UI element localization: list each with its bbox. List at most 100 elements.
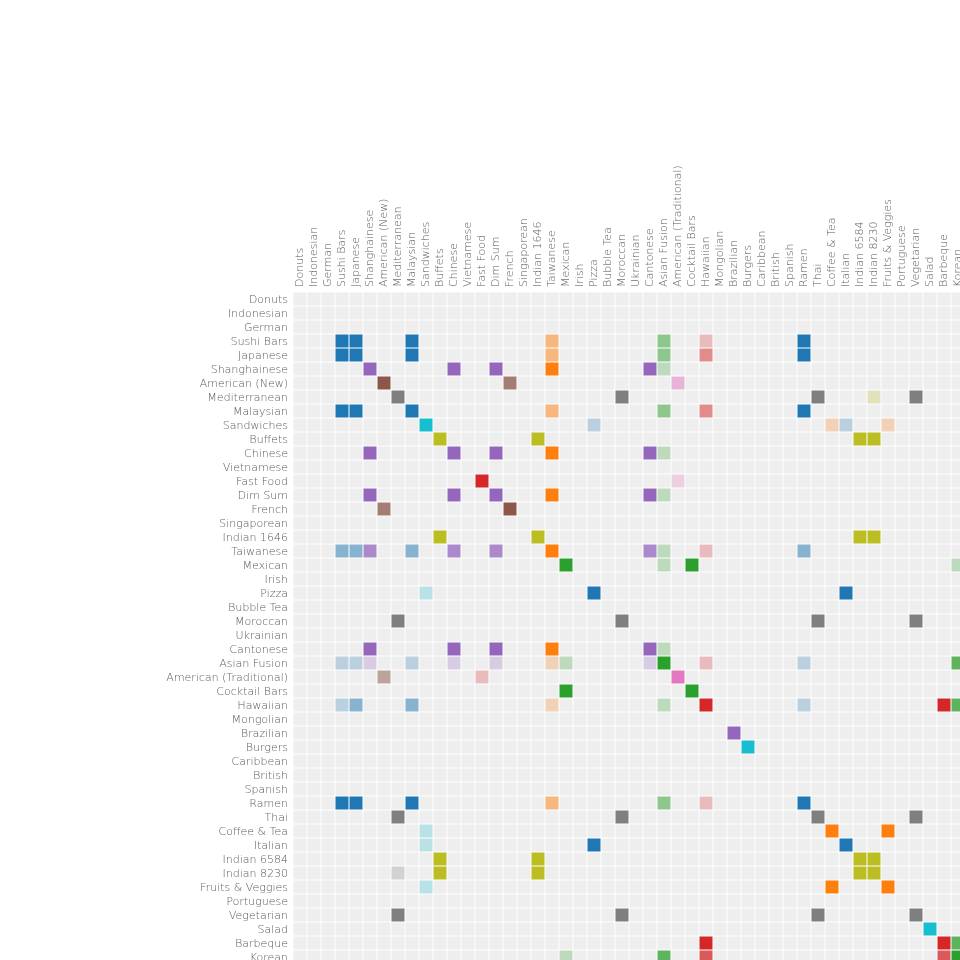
- row-label: Indian 8230: [223, 867, 288, 880]
- matrix-cell: [545, 348, 559, 362]
- column-label: Caribbean: [755, 231, 768, 287]
- matrix-cell: [657, 488, 671, 502]
- matrix-cell: [699, 936, 713, 950]
- matrix-cell: [545, 698, 559, 712]
- matrix-cell: [797, 698, 811, 712]
- matrix-cell: [405, 348, 419, 362]
- column-label: Shanghainese: [363, 210, 376, 287]
- column-label: Malaysian: [405, 232, 418, 287]
- matrix-cell: [363, 656, 377, 670]
- matrix-cell: [797, 796, 811, 810]
- column-label: Ukrainian: [629, 235, 642, 287]
- matrix-cell: [643, 446, 657, 460]
- column-label: Indonesian: [307, 227, 320, 287]
- matrix-cell: [405, 656, 419, 670]
- matrix-cell: [363, 362, 377, 376]
- matrix-cell: [671, 474, 685, 488]
- matrix-cell: [951, 936, 960, 950]
- matrix-cell: [643, 544, 657, 558]
- matrix-cell: [503, 502, 517, 516]
- row-label: Fruits & Veggies: [200, 881, 288, 894]
- matrix-cell: [419, 880, 433, 894]
- matrix-cell: [615, 810, 629, 824]
- column-label: Bubble Tea: [601, 227, 614, 287]
- matrix-cell: [559, 684, 573, 698]
- matrix-cell: [503, 376, 517, 390]
- column-label: Donuts: [293, 248, 306, 287]
- matrix-cell: [545, 362, 559, 376]
- matrix-cell: [657, 642, 671, 656]
- matrix-cell: [363, 544, 377, 558]
- matrix-cell: [405, 404, 419, 418]
- matrix-cell: [545, 488, 559, 502]
- matrix-cell: [643, 362, 657, 376]
- row-label: British: [253, 769, 288, 782]
- row-label: Dim Sum: [238, 489, 288, 502]
- row-label: Irish: [264, 573, 288, 586]
- matrix-cell: [881, 824, 895, 838]
- matrix-cell: [937, 950, 951, 960]
- matrix-cell: [853, 432, 867, 446]
- matrix-cell: [335, 796, 349, 810]
- matrix-cell: [853, 866, 867, 880]
- matrix-cell: [559, 950, 573, 960]
- row-label: German: [244, 321, 288, 334]
- column-label: Japanese: [349, 237, 362, 287]
- row-label: Indian 6584: [223, 853, 288, 866]
- matrix-cell: [349, 544, 363, 558]
- column-label: Fast Food: [475, 235, 488, 287]
- matrix-cell: [881, 418, 895, 432]
- matrix-cell: [797, 404, 811, 418]
- column-label: American (Traditional): [671, 165, 684, 287]
- matrix-cell: [839, 586, 853, 600]
- matrix-cell: [699, 698, 713, 712]
- matrix-cell: [811, 614, 825, 628]
- column-label: German: [321, 243, 334, 287]
- matrix-cell: [699, 656, 713, 670]
- matrix-cell: [545, 404, 559, 418]
- matrix-cell: [811, 908, 825, 922]
- column-label: Sandwiches: [419, 222, 432, 287]
- matrix-cell: [335, 656, 349, 670]
- matrix-cell: [909, 390, 923, 404]
- matrix-cell: [587, 586, 601, 600]
- matrix-cell: [797, 348, 811, 362]
- matrix-cell: [377, 502, 391, 516]
- matrix-cell: [825, 880, 839, 894]
- column-label: Vegetarian: [909, 228, 922, 287]
- row-label: Indian 1646: [223, 531, 288, 544]
- matrix-cell: [335, 334, 349, 348]
- matrix-cell: [657, 334, 671, 348]
- row-label: Singaporean: [219, 517, 288, 530]
- matrix-cell: [531, 432, 545, 446]
- matrix-cell: [545, 544, 559, 558]
- matrix-cell: [937, 936, 951, 950]
- matrix-cell: [335, 348, 349, 362]
- matrix-cell: [699, 950, 713, 960]
- matrix-cell: [867, 866, 881, 880]
- row-label: Shanghainese: [211, 363, 288, 376]
- matrix-cell: [349, 656, 363, 670]
- matrix-cell: [405, 544, 419, 558]
- matrix-cell: [909, 810, 923, 824]
- matrix-cell: [951, 950, 960, 960]
- matrix-cell: [657, 698, 671, 712]
- matrix-cell: [531, 866, 545, 880]
- matrix-cell: [825, 824, 839, 838]
- row-label: Thai: [265, 811, 289, 824]
- column-label: Pizza: [587, 259, 600, 287]
- matrix-cell: [531, 852, 545, 866]
- row-label: Chinese: [244, 447, 288, 460]
- column-label: Cocktail Bars: [685, 215, 698, 287]
- matrix-cell: [657, 796, 671, 810]
- column-label: British: [769, 252, 782, 287]
- matrix-cell: [839, 838, 853, 852]
- matrix-cell: [489, 642, 503, 656]
- column-label: Hawaiian: [699, 236, 712, 287]
- matrix-cell: [685, 558, 699, 572]
- row-label: Taiwanese: [231, 545, 288, 558]
- matrix-cell: [335, 698, 349, 712]
- matrix-cell: [951, 698, 960, 712]
- matrix-cell: [727, 726, 741, 740]
- matrix-cell: [349, 334, 363, 348]
